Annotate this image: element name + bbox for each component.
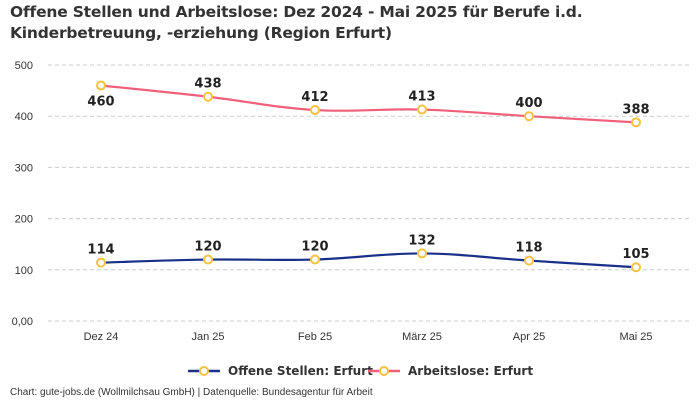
chart-title: Offene Stellen und Arbeitslose: Dez 2024… — [10, 3, 583, 42]
data-label: 460 — [87, 94, 114, 109]
data-label: 118 — [515, 241, 542, 256]
data-label: 438 — [194, 77, 221, 92]
legend[interactable]: Offene Stellen: Erfurt Arbeitslose: Erfur… — [188, 364, 533, 378]
data-point[interactable] — [417, 248, 427, 259]
series-arbeitslose — [96, 80, 641, 128]
data-point[interactable] — [96, 257, 106, 268]
line-chart: 0,00 100 200 300 400 500 Dez 24 Jan 25 Feb 25 Mä… — [12, 60, 690, 378]
x-tick-label: Feb 25 — [298, 331, 332, 343]
legend-marker-icon — [379, 366, 389, 376]
y-tick-label: 400 — [15, 111, 33, 123]
legend-label: Arbeitslose: Erfurt — [408, 364, 533, 378]
data-label: 388 — [622, 102, 649, 117]
legend-label: Offene Stellen: Erfurt — [228, 364, 373, 378]
data-labels: 114 120 120 132 118 105 460 438 412 413 400 388 — [87, 77, 649, 262]
grid-lines — [48, 64, 690, 322]
y-tick-label: 500 — [15, 60, 33, 72]
y-tick-label: 100 — [15, 265, 33, 277]
data-point[interactable] — [631, 117, 641, 128]
data-label: 105 — [622, 247, 649, 262]
data-point[interactable] — [310, 254, 320, 265]
data-label: 120 — [194, 240, 221, 255]
legend-item-offene-stellen[interactable]: Offene Stellen: Erfurt — [188, 364, 373, 378]
series-offene-stellen — [96, 248, 641, 273]
data-point[interactable] — [524, 111, 534, 122]
data-label: 114 — [87, 243, 114, 258]
series-line — [100, 84, 637, 124]
data-label: 412 — [301, 90, 328, 105]
legend-marker-icon — [199, 366, 209, 376]
x-tick-label: Dez 24 — [84, 331, 119, 343]
x-tick-label: Apr 25 — [513, 331, 545, 343]
data-label: 413 — [408, 90, 435, 105]
y-tick-label: 0,00 — [12, 316, 33, 328]
data-label: 120 — [301, 240, 328, 255]
data-point[interactable] — [203, 254, 213, 265]
x-tick-label: Jan 25 — [191, 331, 224, 343]
legend-item-arbeitslose[interactable]: Arbeitslose: Erfurt — [368, 364, 533, 378]
y-axis: 0,00 100 200 300 400 500 — [12, 60, 33, 328]
x-tick-label: März 25 — [402, 331, 442, 343]
data-point[interactable] — [524, 255, 534, 266]
data-point[interactable] — [96, 80, 106, 91]
data-point[interactable] — [203, 91, 213, 102]
data-point[interactable] — [417, 104, 427, 115]
data-label: 400 — [515, 96, 542, 111]
x-tick-label: Mai 25 — [619, 331, 652, 343]
data-point[interactable] — [631, 262, 641, 273]
series-line — [100, 252, 637, 269]
x-axis: Dez 24 Jan 25 Feb 25 März 25 Apr 25 Mai 25 — [84, 331, 653, 343]
data-label: 132 — [408, 233, 435, 248]
series-group — [96, 80, 641, 273]
chart-source: Chart: gute-jobs.de (Wollmilchsau GmbH) … — [10, 387, 373, 398]
data-point[interactable] — [310, 105, 320, 116]
y-tick-label: 300 — [15, 162, 33, 174]
y-tick-label: 200 — [15, 214, 33, 226]
